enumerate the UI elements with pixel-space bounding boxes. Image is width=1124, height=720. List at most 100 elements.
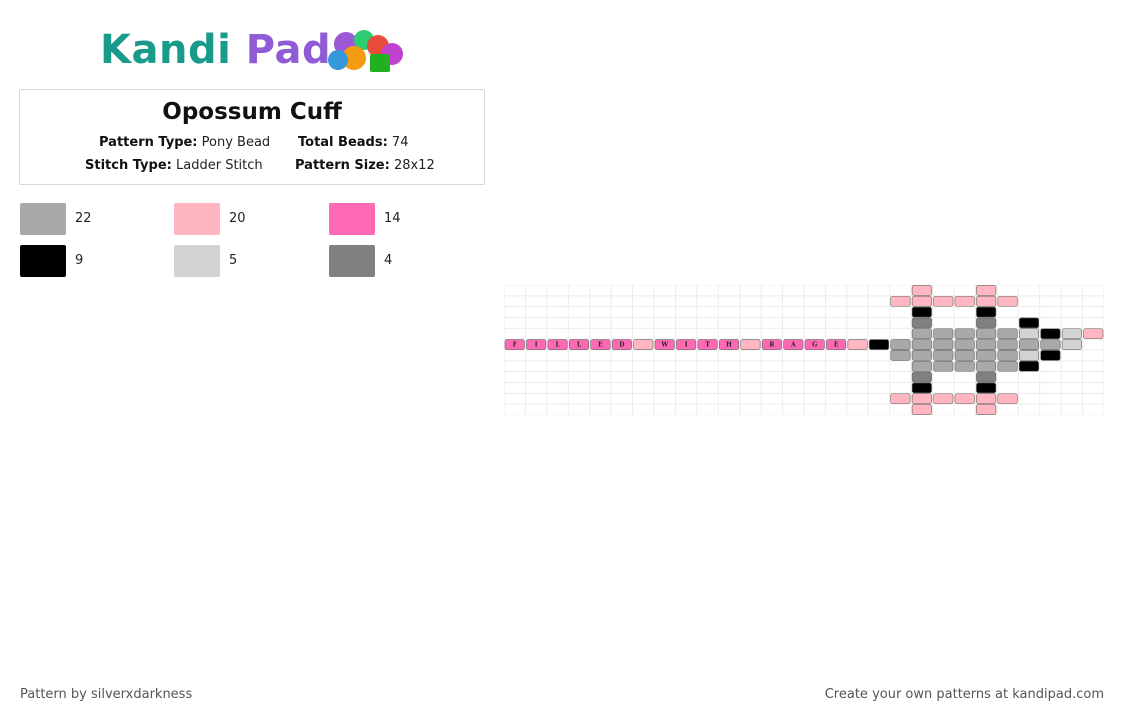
bead xyxy=(1018,350,1040,361)
bead-letter: E xyxy=(598,342,603,349)
bead-letter: W xyxy=(660,342,668,349)
bead xyxy=(976,371,997,383)
bead xyxy=(740,339,761,350)
bead xyxy=(890,393,911,405)
swatch-2 xyxy=(329,203,375,235)
bead xyxy=(954,295,975,307)
bead xyxy=(997,393,1018,405)
bead xyxy=(1018,317,1040,329)
create-patterns-link[interactable]: Create your own patterns at kandipad.com xyxy=(824,687,1104,702)
logo-pad: Pad xyxy=(245,27,332,73)
bead-letter: I xyxy=(535,342,538,349)
pattern-size: Pattern Size: 28x12 xyxy=(295,157,435,175)
bead xyxy=(954,393,975,405)
bead xyxy=(933,350,954,361)
bead xyxy=(547,339,568,350)
bead xyxy=(911,285,932,296)
bead xyxy=(911,360,932,372)
bead xyxy=(911,371,932,383)
bead xyxy=(911,328,932,340)
bead xyxy=(783,339,804,350)
bead-letter: E xyxy=(834,342,839,349)
bead xyxy=(890,295,911,307)
bead xyxy=(954,328,975,340)
bead xyxy=(976,285,997,296)
swatch-3 xyxy=(20,245,66,277)
bead xyxy=(911,393,932,405)
pattern-size-label: Pattern Size: xyxy=(295,158,390,173)
bead xyxy=(718,339,740,350)
pattern-author: Pattern by silverxdarkness xyxy=(20,687,193,702)
bead-letter: F xyxy=(513,342,518,349)
bead xyxy=(976,317,997,329)
bead xyxy=(676,339,697,350)
bead-letter: I xyxy=(685,342,688,349)
pattern-type: Pattern Type: Pony Bead xyxy=(99,134,270,152)
bead xyxy=(1040,350,1061,361)
swatch-4 xyxy=(174,245,220,277)
bead xyxy=(933,339,954,350)
swatch-count-1: 20 xyxy=(229,211,246,226)
logo-kandi: Kandi xyxy=(100,27,232,73)
bead xyxy=(654,339,675,350)
bead xyxy=(504,339,525,350)
bead xyxy=(997,360,1018,372)
swatch-count-4: 5 xyxy=(229,253,238,268)
swatch-count-3: 9 xyxy=(75,253,84,268)
bead xyxy=(826,339,847,350)
kandipad-logo[interactable]: Kandi Pad xyxy=(100,26,410,78)
bead xyxy=(933,295,954,307)
stitch-type: Stitch Type: Ladder Stitch xyxy=(85,157,263,175)
logo-wordmark: Kandi Pad xyxy=(100,26,331,74)
bead xyxy=(911,339,932,350)
pattern-size-value: 28x12 xyxy=(393,158,435,173)
bead xyxy=(804,339,825,350)
bead xyxy=(911,404,932,415)
bead xyxy=(1018,339,1040,350)
bead xyxy=(1061,328,1082,340)
bead xyxy=(890,350,911,361)
bead xyxy=(997,339,1018,350)
swatch-5 xyxy=(329,245,375,277)
swatch-1 xyxy=(174,203,220,235)
bead xyxy=(997,295,1018,307)
bead xyxy=(611,339,632,350)
bead xyxy=(997,350,1018,361)
bead xyxy=(997,328,1018,340)
bead-letter: R xyxy=(769,342,775,349)
bead xyxy=(890,339,911,350)
swatch-0 xyxy=(20,203,66,235)
bead xyxy=(911,306,932,318)
bead xyxy=(954,350,975,361)
bead xyxy=(590,339,611,350)
bead xyxy=(976,295,997,307)
bead xyxy=(911,350,932,361)
bead xyxy=(933,328,954,340)
bead xyxy=(933,393,954,405)
bead xyxy=(1018,360,1040,372)
bead xyxy=(954,360,975,372)
bead-pile-icon xyxy=(328,30,403,72)
bead-letter: H xyxy=(726,342,732,349)
bead xyxy=(911,295,932,307)
bead xyxy=(976,350,997,361)
bead xyxy=(697,339,718,350)
swatch-count-5: 4 xyxy=(384,253,393,268)
bead xyxy=(976,360,997,372)
stitch-type-label: Stitch Type: xyxy=(85,158,172,173)
bead xyxy=(911,317,932,329)
bead-letter: L xyxy=(577,342,582,349)
bead xyxy=(1083,328,1104,340)
bead xyxy=(954,339,975,350)
bead xyxy=(976,328,997,340)
bead xyxy=(868,339,890,350)
bead-letter: G xyxy=(812,342,817,349)
bead xyxy=(976,404,997,415)
bead xyxy=(911,382,932,394)
bead-letter: L xyxy=(555,342,560,349)
pattern-type-value: Pony Bead xyxy=(201,135,271,150)
bead xyxy=(761,339,782,350)
pattern-title: Opossum Cuff xyxy=(162,99,342,125)
